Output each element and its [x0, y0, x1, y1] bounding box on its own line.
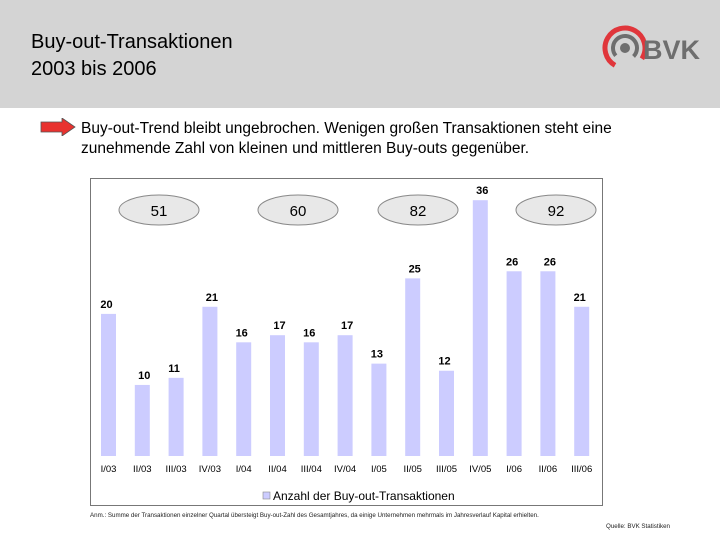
- year-total-label: 92: [548, 203, 565, 220]
- value-label: 10: [138, 370, 150, 382]
- tick-label: I/06: [506, 464, 522, 475]
- bar-III/03: [168, 377, 184, 456]
- value-label: 17: [273, 320, 285, 332]
- bar-IV/03: [202, 306, 218, 456]
- logo-text: BVK: [643, 35, 701, 65]
- tick-label: IV/03: [199, 464, 221, 475]
- tick-label: IV/04: [334, 464, 356, 475]
- bar-III/05: [439, 370, 454, 456]
- bar-II/03: [134, 384, 150, 456]
- tick-label: III/03: [166, 464, 187, 475]
- tick-label: IV/05: [469, 464, 491, 475]
- value-label: 12: [438, 356, 450, 368]
- value-label: 20: [100, 299, 112, 311]
- bar-III/04: [303, 342, 319, 456]
- year-total-label: 60: [290, 203, 307, 220]
- bar-III/06: [574, 306, 590, 456]
- header-bar: Buy-out-Transaktionen 2003 bis 2006 BVK: [0, 0, 720, 108]
- page-title: Buy-out-Transaktionen 2003 bis 2006: [31, 29, 233, 83]
- bar-II/05: [405, 278, 421, 456]
- bar-I/05: [371, 363, 387, 456]
- value-label: 21: [574, 292, 586, 304]
- title-line-2: 2003 bis 2006: [31, 58, 157, 80]
- value-label: 26: [506, 256, 518, 268]
- bar-I/06: [506, 271, 522, 456]
- value-label: 36: [476, 185, 488, 197]
- bar-I/04: [236, 342, 252, 456]
- tick-label: II/04: [268, 464, 287, 475]
- year-total-bubble-2004: [257, 194, 339, 226]
- year-total-label: 82: [410, 203, 427, 220]
- bar-IV/05: [472, 200, 488, 456]
- value-label: 25: [409, 263, 421, 275]
- value-label: 11: [168, 363, 180, 375]
- value-label: 17: [341, 320, 353, 332]
- title-line-1: Buy-out-Transaktionen: [31, 31, 233, 53]
- bar-IV/04: [337, 335, 353, 456]
- subtitle: Buy-out-Trend bleibt ungebrochen. Wenige…: [81, 120, 612, 157]
- bar-II/04: [270, 335, 285, 456]
- tick-label: II/06: [539, 464, 558, 475]
- value-label: 21: [206, 292, 218, 304]
- tick-label: II/03: [133, 464, 152, 475]
- legend-swatch: [262, 491, 271, 500]
- arrow-icon: [40, 118, 76, 136]
- legend: Anzahl der Buy-out-Transaktionen: [262, 489, 455, 503]
- tick-label: I/05: [371, 464, 387, 475]
- tick-label: III/04: [301, 464, 322, 475]
- year-total-bubble-2005: [377, 194, 459, 226]
- value-label: 16: [236, 327, 248, 339]
- source-note: Quelle: BVK Statistiken: [606, 523, 670, 530]
- tick-label: III/05: [436, 464, 457, 475]
- bvk-logo: BVK: [602, 25, 701, 71]
- footnote: Anm.: Summe der Transaktionen einzelner …: [90, 512, 539, 519]
- value-label: 13: [371, 349, 383, 361]
- tick-label: II/05: [403, 464, 422, 475]
- tick-label: III/06: [571, 464, 592, 475]
- tick-label: I/03: [101, 464, 117, 475]
- bar-II/06: [540, 271, 556, 456]
- value-label: 26: [544, 256, 556, 268]
- legend-label: Anzahl der Buy-out-Transaktionen: [273, 489, 455, 503]
- year-total-bubble-2006: [515, 194, 597, 226]
- tick-label: I/04: [236, 464, 252, 475]
- year-total-label: 51: [151, 203, 168, 220]
- bar-I/03: [101, 313, 116, 456]
- year-total-bubble-2003: [118, 194, 200, 226]
- value-label: 16: [303, 327, 315, 339]
